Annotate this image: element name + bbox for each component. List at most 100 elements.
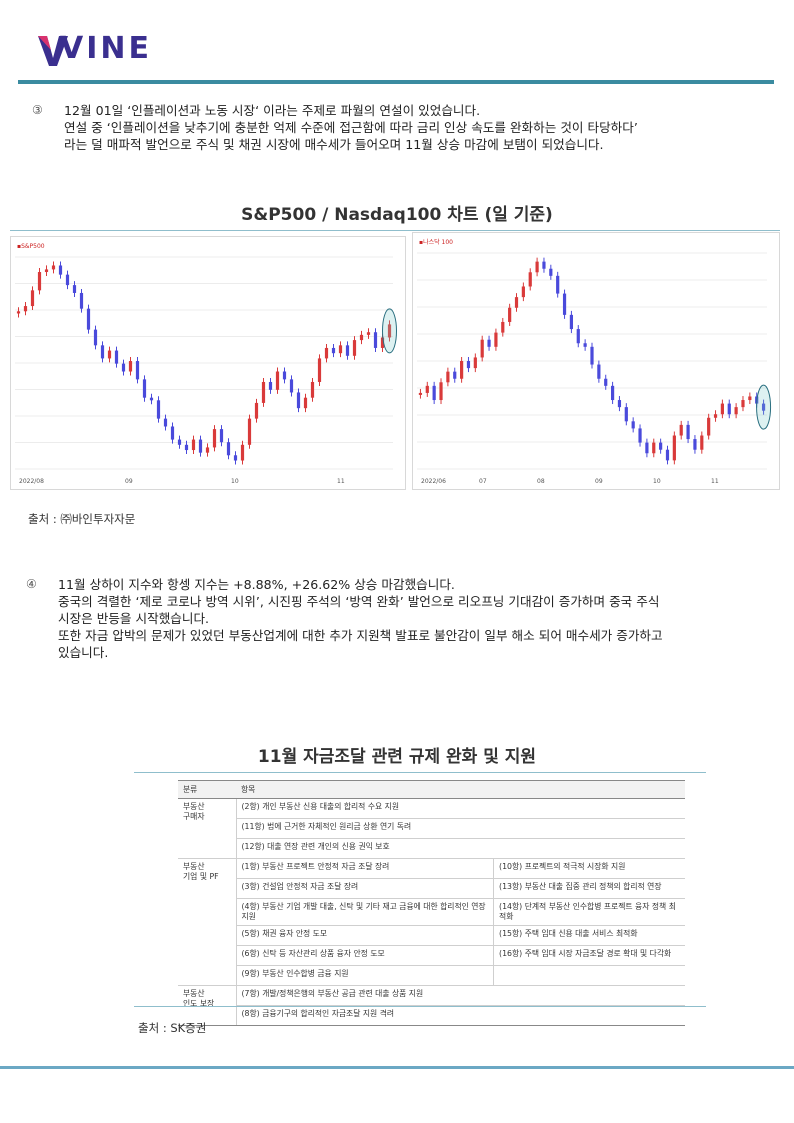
table-cell: (14항) 단계적 부동산 인수합병 프로젝트 융자 정책 최적화 [493, 898, 685, 926]
candle-body [86, 308, 91, 330]
candle-body [240, 444, 245, 461]
nasdaq100-chart-svg: ▪나스닥 100 2022/06 07 08 09 10 11 [417, 238, 772, 485]
candle-body [466, 361, 471, 369]
candle-body [597, 364, 601, 379]
candle-body [720, 403, 724, 415]
table-section-title: 11월 자금조달 관련 규제 완화 및 지원 [257, 747, 537, 767]
candle-body [30, 290, 35, 307]
candle-body [58, 265, 63, 275]
candle-body [261, 381, 266, 403]
candle-body [317, 358, 322, 382]
table-category-developer: 부동산 기업 및 PF [178, 858, 237, 986]
candle-body [576, 329, 580, 344]
candle-body [338, 345, 343, 354]
candle-body [380, 337, 385, 348]
candle-body [741, 400, 745, 408]
candle-body [679, 424, 683, 436]
table-section-rule-top [134, 772, 706, 773]
candle-body [748, 396, 752, 401]
table-section-rule-bottom [134, 1006, 706, 1007]
candle-body [373, 332, 378, 348]
candle-body [72, 285, 77, 293]
table-cell: (7항) 개발/정책은행의 부동산 공급 관련 대출 상품 지원 [236, 985, 685, 1006]
candle-body [128, 361, 133, 372]
chart-section-rule [10, 230, 780, 231]
x-tick-label: 2022/08 [19, 478, 44, 485]
table-cell: (4항) 부동산 기업 개발 대출, 신탁 및 기타 재고 금융에 대한 합리적… [236, 898, 495, 926]
candle-body [149, 397, 154, 401]
candle-body [191, 439, 196, 451]
candle-body [65, 274, 70, 286]
candle-body [617, 400, 622, 408]
section-4-line: 중국의 격렬한 ‘제로 코로나 방역 시위’, 시진핑 주석의 ‘방역 완화’ … [58, 594, 660, 609]
candle-body [610, 385, 615, 401]
candle-body [494, 332, 498, 347]
candle-body [453, 371, 457, 379]
candle-body [549, 268, 553, 276]
section-4-line: 11월 상하이 지수와 항셍 지수는 +8.88%, +26.62% 상승 마감… [58, 577, 455, 592]
candle-body [727, 403, 731, 415]
chart-source: 출처 : ㈜바인투자자문 [28, 512, 136, 526]
table-cell: (10항) 프로젝트의 적극적 시장화 지원 [493, 858, 685, 879]
candle-body [535, 261, 539, 273]
section-3-line: 라는 덜 매파적 발언으로 주식 및 채권 시장에 매수세가 들어오며 11월 … [64, 137, 604, 152]
candle-body [226, 442, 231, 456]
section-4-line: 있습니다. [58, 645, 109, 660]
candle-body [432, 385, 436, 401]
candle-body [212, 429, 217, 448]
candle-body [324, 347, 329, 359]
candle-body [562, 293, 567, 315]
candle-body [296, 392, 301, 409]
candle-body [583, 343, 587, 347]
candle-body [460, 361, 464, 379]
candle-body [645, 442, 649, 454]
candle-body [205, 447, 210, 453]
table-cell: (9항) 부동산 인수합병 금융 지원 [236, 965, 495, 986]
candle-body [198, 439, 203, 453]
candle-body [542, 261, 546, 269]
candle-body [289, 379, 294, 393]
x-tick-label: 09 [595, 478, 603, 485]
candle-body [107, 350, 112, 359]
candle-body [44, 269, 49, 273]
nasdaq100-chart: ▪나스닥 100 2022/06 07 08 09 10 11 [412, 232, 780, 490]
section-3-line: 연설 중 ‘인플레이션을 낮추기에 충분한 억제 수준에 접근함에 따라 금리 … [64, 120, 638, 135]
candle-body [672, 435, 676, 461]
header-rule [18, 80, 774, 84]
candle-body [51, 265, 56, 270]
candle-body [345, 345, 350, 356]
candle-body [247, 418, 252, 445]
candle-body [268, 381, 273, 390]
highlight-ellipse [756, 384, 772, 430]
table-cell: (5항) 채권 융자 안정 도모 [236, 925, 495, 946]
regulation-table: 분류 항목 부동산 구매자 (2항) 개인 부동산 신용 대출의 합리적 수요 … [178, 780, 685, 1026]
candle-body [79, 292, 84, 309]
x-tick-label: 11 [711, 478, 719, 485]
candle-body [303, 397, 308, 409]
candle-body [604, 378, 608, 386]
table-cell: (11항) 법에 근거한 자체적인 원리금 상환 연기 독려 [236, 818, 685, 839]
paragraph-section-4: ④ 11월 상하이 지수와 항셍 지수는 +8.88%, +26.62% 상승 … [26, 576, 776, 668]
candle-body [487, 339, 491, 347]
table-category-delivery: 부동산 인도 보장 [178, 985, 237, 1026]
vine-logo-mark [38, 36, 68, 66]
candle-body [528, 272, 532, 287]
table-header-items: 항목 [236, 780, 685, 799]
candle-body [219, 429, 224, 443]
x-tick-label: 09 [125, 478, 133, 485]
candle-body [707, 417, 711, 436]
highlight-ellipse [382, 308, 397, 354]
paragraph-section-3: ③ 12월 01일 ‘인플레이션과 노동 시장‘ 이라는 주제로 파월의 연설이… [32, 102, 772, 158]
candle-body [473, 357, 477, 369]
candle-body [501, 321, 505, 333]
candle-body [100, 345, 105, 359]
table-cell: (12항) 대출 연장 관련 개인의 신용 권익 보호 [236, 838, 685, 859]
candle-body [556, 275, 560, 294]
x-tick-label: 10 [653, 478, 661, 485]
table-cell: (3항) 건설업 안정적 자금 조달 장려 [236, 878, 495, 899]
candle-body [359, 334, 364, 341]
candle-body [93, 329, 98, 346]
candle-body [425, 385, 429, 393]
section-4-number: ④ [26, 577, 37, 591]
candle-body [135, 361, 140, 380]
